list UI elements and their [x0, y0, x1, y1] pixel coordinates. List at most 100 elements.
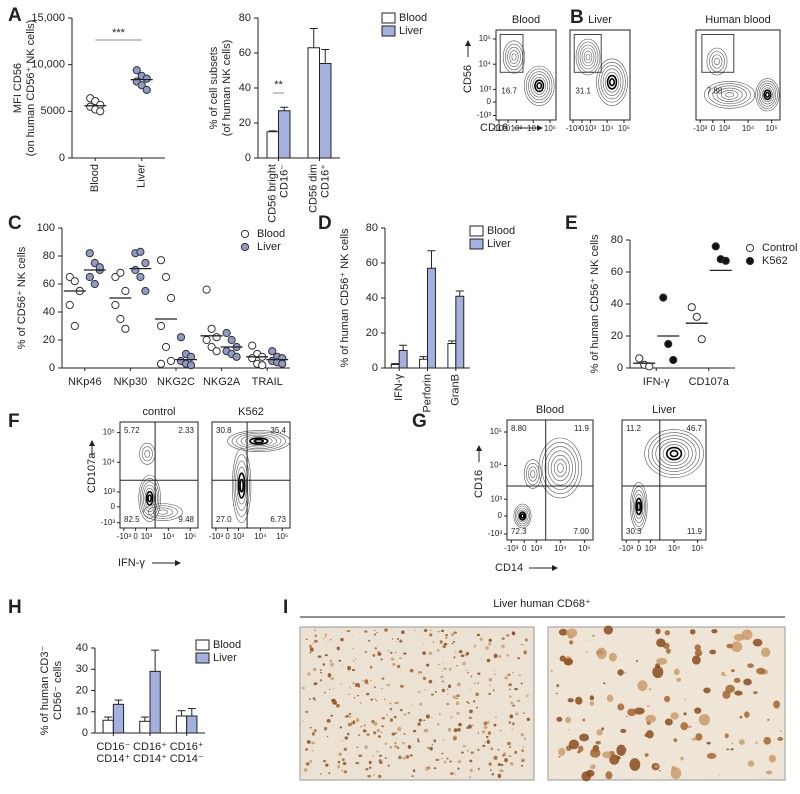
stained-cell — [427, 746, 430, 750]
stained-cell — [419, 702, 423, 706]
stained-cell — [320, 671, 323, 674]
legend-label: Liver — [213, 652, 237, 664]
data-point — [635, 354, 644, 363]
bar — [427, 267, 436, 369]
data-point — [141, 286, 150, 296]
stained-cell — [364, 630, 368, 633]
stained-cell — [499, 729, 502, 732]
y-axis-label: % of human CD56⁺ NK cells — [589, 234, 601, 374]
x-tick-label: CD16⁺ — [133, 741, 167, 753]
stained-cell — [589, 701, 595, 706]
y-tick-label: 0 — [617, 362, 623, 374]
contour — [662, 444, 686, 463]
x-tick-label: 10³ — [585, 124, 597, 133]
y-axis-label: % of human CD3⁻ — [39, 646, 51, 736]
stained-cell — [450, 716, 453, 719]
stained-cell — [473, 644, 477, 648]
quadrant-value: 9.48 — [178, 515, 194, 524]
stained-cell — [330, 662, 334, 667]
stained-cell — [398, 657, 402, 660]
stained-cell — [747, 760, 755, 767]
stained-cell — [481, 730, 486, 734]
stained-cell — [565, 716, 571, 724]
stained-cell — [608, 652, 617, 662]
stained-cell — [311, 749, 314, 752]
stained-cell — [673, 738, 678, 743]
stained-cell — [655, 628, 661, 635]
stained-cell — [652, 666, 664, 679]
x-tick-label: CD107a — [689, 376, 730, 388]
stained-cell — [377, 774, 382, 779]
x-tick-label: 10³ — [530, 544, 542, 553]
data-point — [85, 272, 94, 282]
x-tick-label: 10³ — [719, 124, 731, 133]
stained-cell — [523, 712, 525, 714]
stained-cell — [523, 650, 527, 655]
stained-cell — [433, 739, 437, 743]
stained-cell — [373, 629, 376, 632]
x-tick-label: 10³ — [141, 532, 153, 541]
y-axis-label: CD16 — [473, 470, 485, 498]
y-tick-label: 15,000 — [31, 12, 65, 24]
contour — [550, 454, 570, 482]
bar — [398, 350, 408, 369]
stained-cell — [449, 760, 453, 763]
data-point — [248, 341, 257, 350]
stained-cell — [466, 672, 469, 674]
y-tick-label: 10³ — [103, 487, 115, 496]
y-tick-label: 80 — [43, 250, 55, 262]
stained-cell — [578, 745, 584, 752]
contour — [532, 77, 546, 95]
stained-cell — [654, 764, 659, 769]
y-tick-label: 10³ — [479, 85, 491, 94]
stained-cell — [508, 746, 512, 748]
stained-cell — [330, 676, 334, 681]
stained-cell — [369, 766, 372, 769]
stained-cell — [325, 633, 327, 636]
stained-cell — [511, 722, 515, 726]
stained-cell — [348, 686, 351, 689]
stained-cell — [755, 741, 758, 745]
y-tick-label: 20 — [76, 684, 88, 696]
panel-label: H — [8, 597, 22, 618]
contour — [227, 430, 291, 452]
stained-cell — [620, 728, 627, 734]
stained-cell — [602, 751, 612, 759]
stained-cell — [646, 705, 650, 707]
data-point — [207, 324, 216, 333]
bar — [175, 715, 188, 734]
contour — [644, 429, 704, 478]
stained-cell — [313, 682, 318, 686]
contour — [714, 57, 720, 66]
data-point — [227, 335, 236, 345]
gate — [701, 34, 735, 73]
legend-swatch — [195, 639, 210, 651]
stained-cell — [353, 721, 356, 724]
stained-cell — [457, 760, 462, 763]
stained-cell — [645, 730, 654, 739]
stained-cell — [492, 689, 495, 692]
x-tick-label: IFN-γ — [643, 376, 670, 388]
bar — [149, 670, 161, 734]
legend-marker — [240, 229, 250, 239]
contour — [239, 478, 245, 493]
contour — [651, 435, 697, 472]
stained-cell — [730, 748, 734, 751]
quadrant-value: 82.5 — [124, 515, 140, 524]
stained-cell — [670, 712, 679, 720]
x-tick-label: 10⁴ — [554, 544, 567, 553]
stained-cell — [491, 772, 495, 776]
stained-cell — [498, 655, 502, 658]
stained-cell — [423, 729, 427, 733]
y-tick-label: 40 — [43, 306, 55, 318]
flow-plot: Blood 8.80 11.9 72.3 7.00 — [506, 404, 594, 541]
stained-cell — [470, 751, 474, 754]
bar — [307, 47, 320, 159]
stained-cell — [680, 756, 684, 761]
contour — [534, 79, 545, 93]
contour — [665, 446, 683, 461]
stained-cell — [494, 645, 496, 647]
stained-cell — [369, 665, 373, 669]
data-point — [161, 272, 171, 282]
